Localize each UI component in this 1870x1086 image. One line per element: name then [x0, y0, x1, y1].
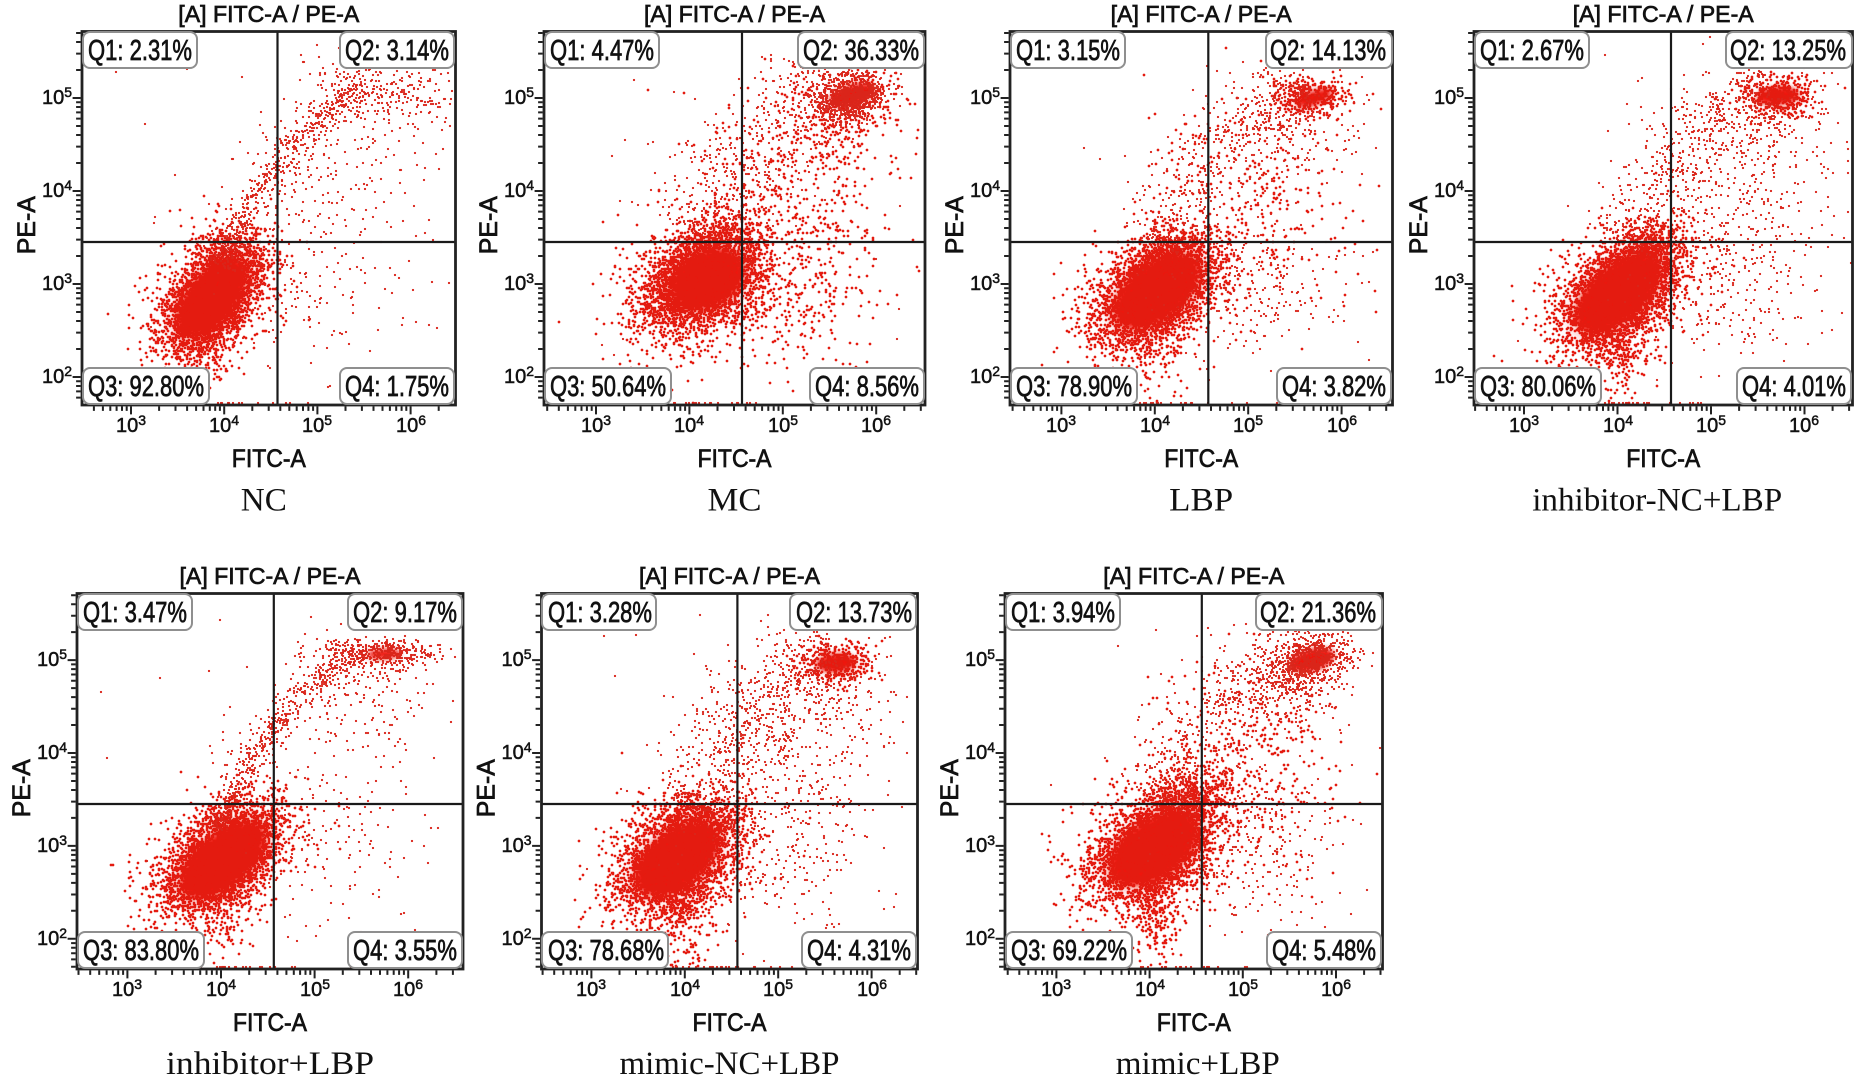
svg-text:104: 104	[504, 177, 534, 202]
svg-text:PE-A: PE-A	[8, 759, 36, 817]
svg-text:mimic+LBP: mimic+LBP	[1116, 1046, 1280, 1081]
svg-text:Q3: 50.64%: Q3: 50.64%	[550, 371, 666, 403]
svg-text:Q3: 78.68%: Q3: 78.68%	[548, 935, 664, 967]
svg-text:mimic-NC+LBP: mimic-NC+LBP	[620, 1046, 840, 1081]
svg-text:Q3: 80.06%: Q3: 80.06%	[1480, 371, 1596, 403]
svg-text:103: 103	[1046, 412, 1076, 437]
svg-text:Q2: 21.36%: Q2: 21.36%	[1260, 597, 1376, 629]
svg-text:FITC-A: FITC-A	[1157, 1009, 1231, 1037]
svg-text:104: 104	[209, 412, 239, 437]
svg-text:105: 105	[763, 976, 793, 1001]
svg-text:FITC-A: FITC-A	[1626, 445, 1700, 473]
svg-text:Q1: 2.67%: Q1: 2.67%	[1480, 35, 1584, 67]
svg-text:[A] FITC-A / PE-A: [A] FITC-A / PE-A	[178, 1, 360, 27]
svg-text:106: 106	[396, 412, 426, 437]
svg-text:Q4: 4.31%: Q4: 4.31%	[807, 935, 911, 967]
svg-text:[A] FITC-A / PE-A: [A] FITC-A / PE-A	[1573, 1, 1755, 27]
svg-text:Q2: 13.25%: Q2: 13.25%	[1730, 35, 1846, 67]
svg-text:FITC-A: FITC-A	[1164, 445, 1238, 473]
svg-text:Q4: 5.48%: Q4: 5.48%	[1272, 935, 1376, 967]
svg-text:FITC-A: FITC-A	[233, 1009, 307, 1037]
svg-text:103: 103	[1509, 412, 1539, 437]
svg-text:106: 106	[393, 976, 423, 1001]
svg-text:Q4: 4.01%: Q4: 4.01%	[1742, 371, 1846, 403]
svg-text:Q3: 92.80%: Q3: 92.80%	[88, 371, 204, 403]
svg-text:[A] FITC-A / PE-A: [A] FITC-A / PE-A	[180, 563, 362, 589]
svg-text:104: 104	[965, 739, 995, 764]
svg-text:Q2: 9.17%: Q2: 9.17%	[353, 597, 457, 629]
svg-text:FITC-A: FITC-A	[232, 445, 306, 473]
svg-text:PE-A: PE-A	[936, 759, 964, 817]
svg-text:Q2: 3.14%: Q2: 3.14%	[345, 35, 449, 67]
svg-text:[A] FITC-A / PE-A: [A] FITC-A / PE-A	[1103, 563, 1285, 589]
svg-text:[A] FITC-A / PE-A: [A] FITC-A / PE-A	[644, 1, 826, 27]
svg-text:104: 104	[1603, 412, 1633, 437]
svg-text:104: 104	[501, 739, 531, 764]
svg-text:PE-A: PE-A	[941, 196, 969, 254]
svg-text:Q2: 36.33%: Q2: 36.33%	[803, 35, 919, 67]
svg-text:Q1: 4.47%: Q1: 4.47%	[550, 35, 654, 67]
svg-text:Q1: 3.94%: Q1: 3.94%	[1011, 597, 1115, 629]
svg-text:Q1: 2.31%: Q1: 2.31%	[88, 35, 192, 67]
svg-text:LBP: LBP	[1169, 483, 1233, 519]
svg-text:103: 103	[581, 412, 611, 437]
svg-text:104: 104	[206, 976, 236, 1001]
svg-text:Q3: 78.90%: Q3: 78.90%	[1016, 371, 1132, 403]
svg-text:PE-A: PE-A	[1405, 196, 1433, 254]
svg-text:Q1: 3.47%: Q1: 3.47%	[83, 597, 187, 629]
svg-text:Q4: 3.82%: Q4: 3.82%	[1282, 371, 1386, 403]
svg-text:105: 105	[1228, 976, 1258, 1001]
svg-text:104: 104	[37, 739, 67, 764]
svg-text:inhibitor+LBP: inhibitor+LBP	[166, 1046, 374, 1081]
svg-text:PE-A: PE-A	[473, 759, 501, 817]
svg-text:Q4: 1.75%: Q4: 1.75%	[345, 371, 449, 403]
svg-text:Q3: 83.80%: Q3: 83.80%	[83, 935, 199, 967]
svg-text:Q1: 3.28%: Q1: 3.28%	[548, 597, 652, 629]
svg-text:Q3: 69.22%: Q3: 69.22%	[1011, 935, 1127, 967]
svg-text:103: 103	[42, 270, 72, 295]
svg-text:[A] FITC-A / PE-A: [A] FITC-A / PE-A	[1111, 1, 1293, 27]
svg-text:FITC-A: FITC-A	[698, 445, 772, 473]
svg-text:NC: NC	[241, 483, 287, 519]
svg-text:PE-A: PE-A	[475, 196, 503, 254]
svg-text:104: 104	[970, 177, 1000, 202]
svg-text:MC: MC	[708, 483, 762, 519]
svg-text:105: 105	[768, 412, 798, 437]
svg-text:inhibitor-NC+LBP: inhibitor-NC+LBP	[1532, 483, 1782, 519]
svg-text:[A] FITC-A / PE-A: [A] FITC-A / PE-A	[639, 563, 821, 589]
svg-text:103: 103	[1041, 976, 1071, 1001]
svg-text:103: 103	[501, 832, 531, 857]
svg-text:Q1: 3.15%: Q1: 3.15%	[1016, 35, 1120, 67]
svg-text:104: 104	[670, 976, 700, 1001]
svg-text:FITC-A: FITC-A	[693, 1009, 767, 1037]
svg-text:103: 103	[576, 976, 606, 1001]
svg-text:Q2: 13.73%: Q2: 13.73%	[796, 597, 912, 629]
svg-text:Q4: 3.55%: Q4: 3.55%	[353, 935, 457, 967]
svg-text:PE-A: PE-A	[13, 196, 41, 254]
svg-text:Q4: 8.56%: Q4: 8.56%	[815, 371, 919, 403]
svg-text:105: 105	[965, 646, 995, 671]
svg-text:105: 105	[1233, 412, 1263, 437]
svg-text:Q2: 14.13%: Q2: 14.13%	[1270, 35, 1386, 67]
svg-text:103: 103	[504, 270, 534, 295]
